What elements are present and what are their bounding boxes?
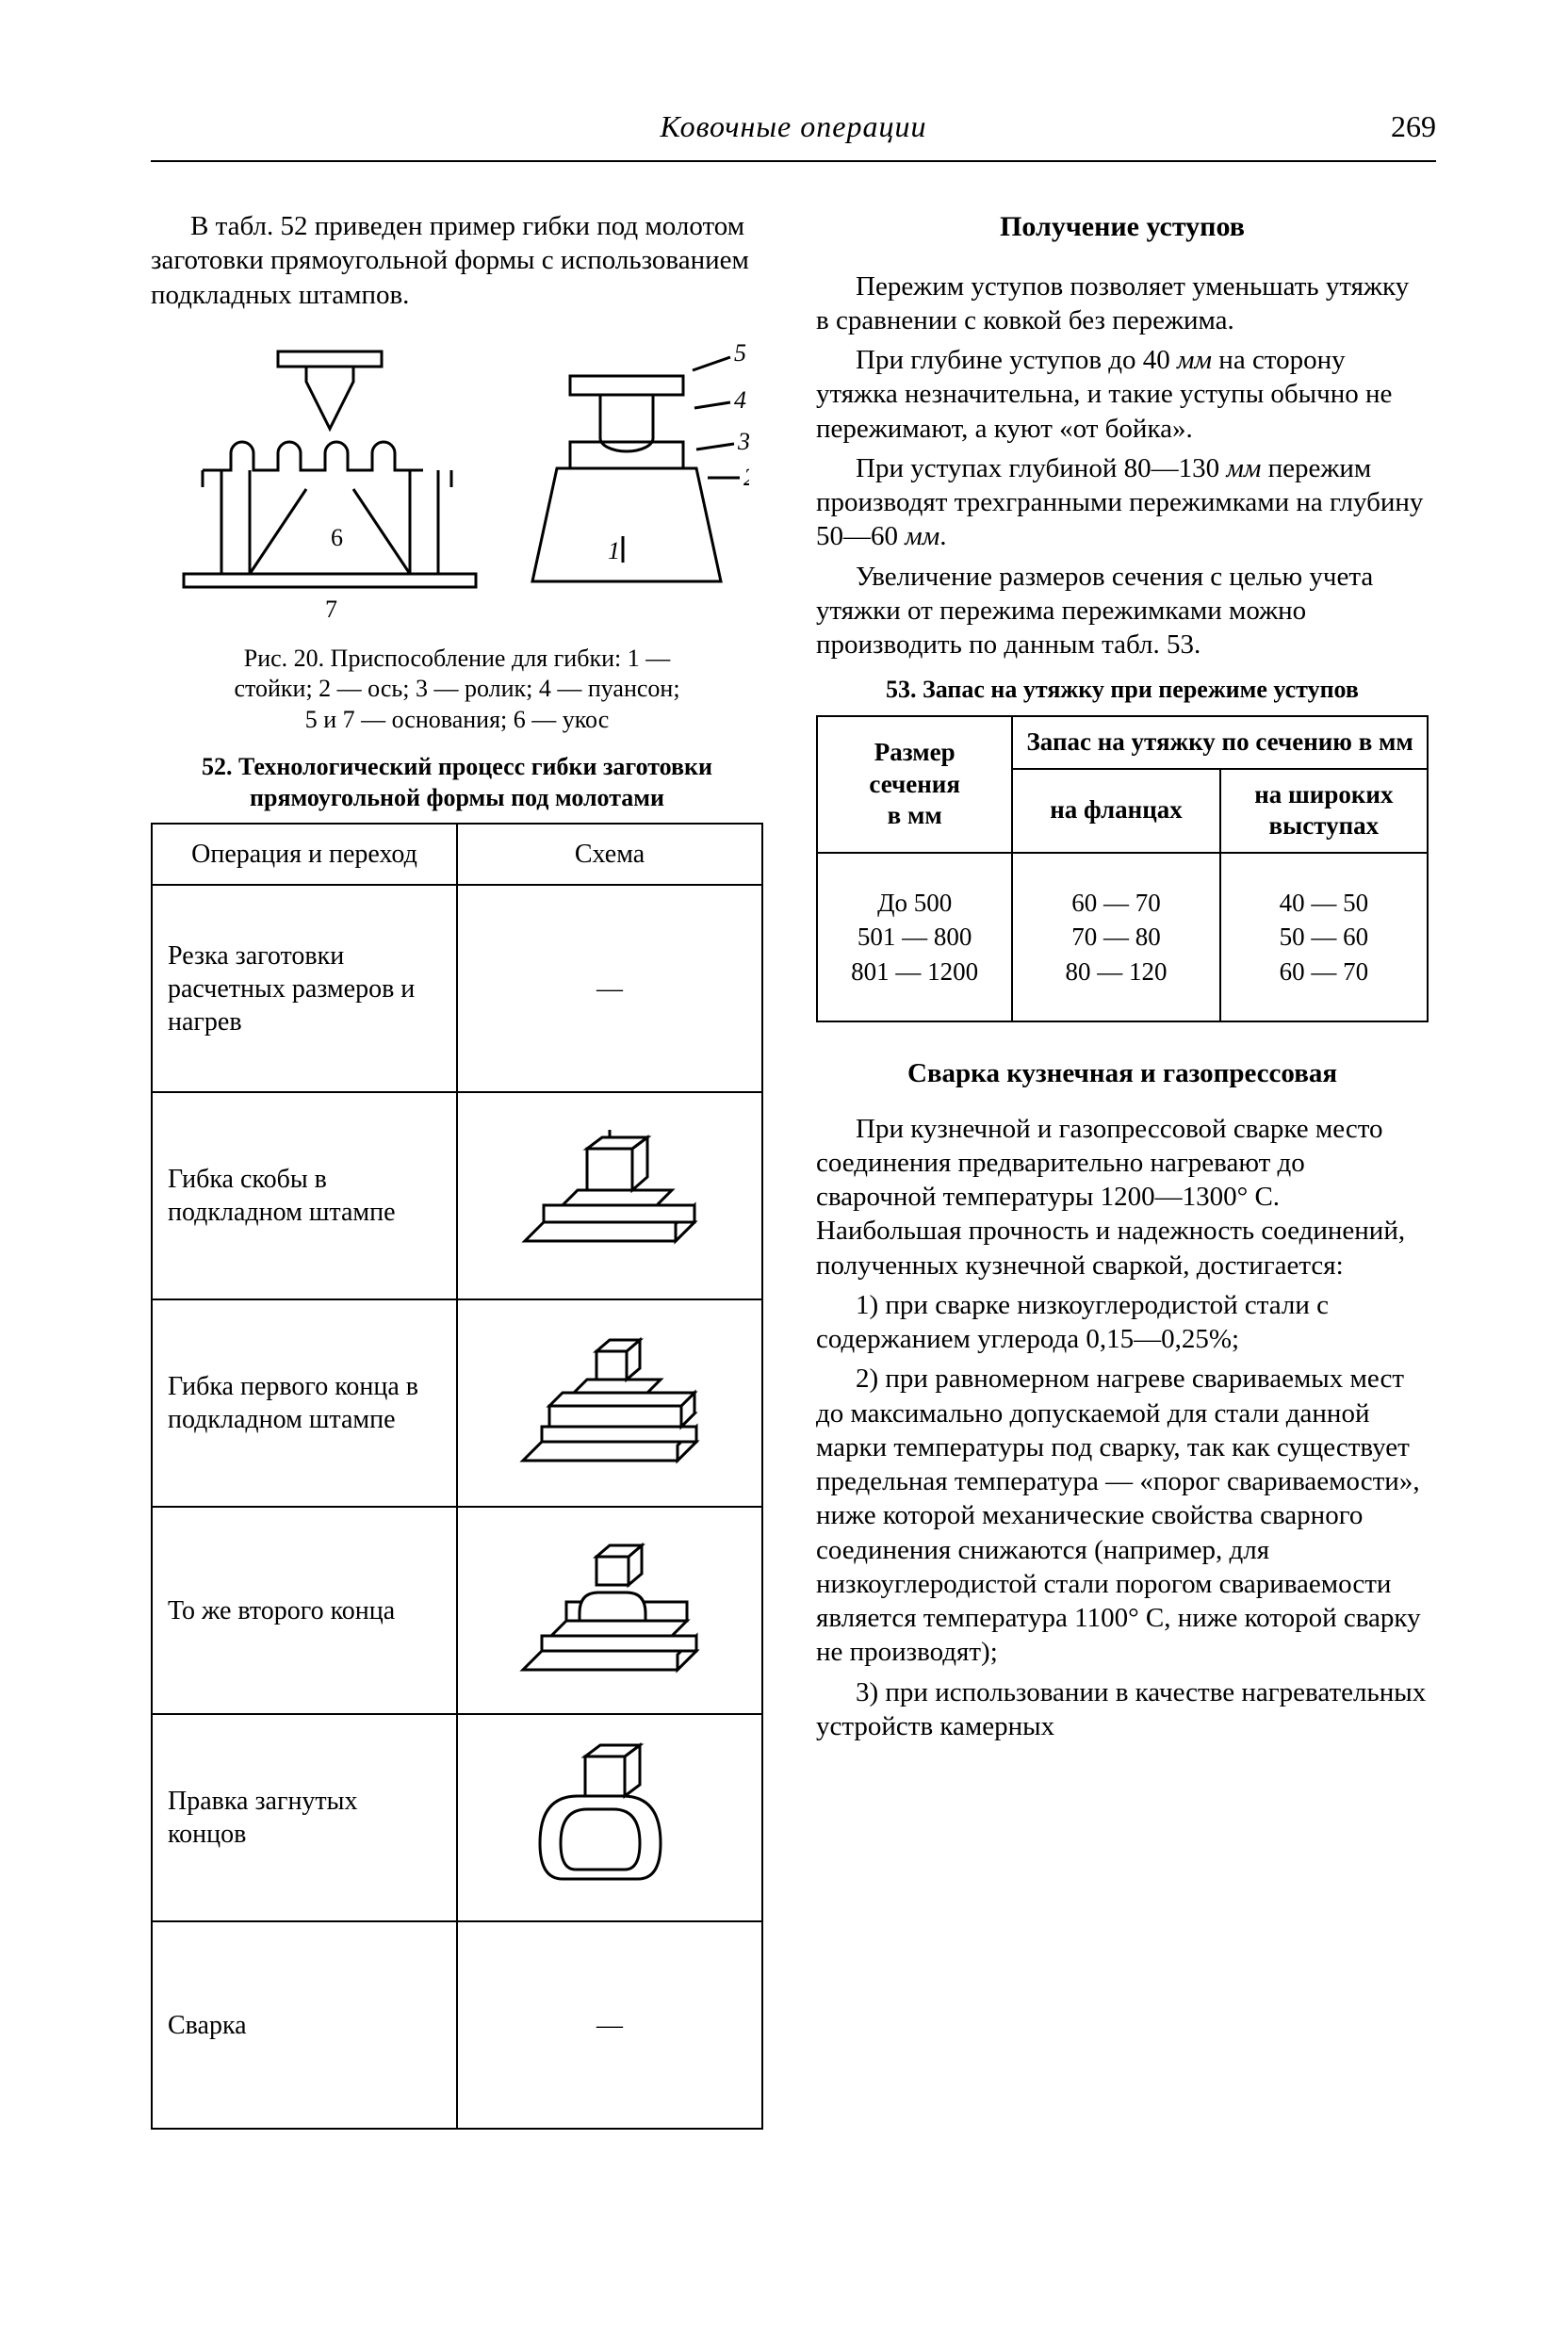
cell: 40 — 50: [1280, 889, 1369, 917]
paragraph: 2) при равномерном нагреве свариваемых м…: [816, 1362, 1429, 1669]
table-row: До 500 501 — 800 801 — 1200 60 — 70 70 —…: [817, 853, 1428, 1021]
table-row: Резка заготовки расчетных размеров и наг…: [152, 885, 762, 1092]
cell: 60 — 70: [1071, 889, 1161, 917]
paragraph: При уступах глубиной 80—130 мм пережим п…: [816, 451, 1429, 554]
left-column: В табл. 52 приведен пример гибки под мол…: [151, 209, 763, 2130]
t52-schema: [457, 1299, 762, 1507]
t53-size-head: Размер сечения в мм: [817, 716, 1012, 853]
t53-wide-head: на широких выступах: [1220, 769, 1428, 854]
columns: В табл. 52 приведен пример гибки под мол…: [151, 209, 1436, 2130]
paragraph: При глубине уступов до 40 мм на сторону …: [816, 343, 1429, 446]
t52-schema-dash: —: [457, 885, 762, 1092]
svg-text:1: 1: [608, 537, 620, 564]
t52-op: Гибка скобы в подкладном штампе: [152, 1092, 457, 1299]
section-heading: Получение уступов: [816, 209, 1429, 245]
svg-text:7: 7: [325, 596, 337, 623]
figure-20: 7 6 5: [151, 329, 763, 630]
right-column: Получение уступов Пережим уступов позвол…: [816, 209, 1429, 2130]
table-row: Размер сечения в мм Запас на утяжку по с…: [817, 716, 1428, 769]
cell: 501 — 800: [858, 923, 972, 951]
text: При уступах глубиной 80—130: [856, 453, 1226, 483]
t52-schema: [457, 1714, 762, 1921]
cell: 50 — 60: [1280, 923, 1369, 951]
t52-col1: Операция и переход: [152, 824, 457, 885]
paragraph: Увеличение размеров сечения с целью учет…: [816, 560, 1429, 662]
figure-20-svg: 7 6 5: [165, 329, 749, 630]
fig-cap-l2: стойки; 2 — ось; 3 — ролик; 4 — пуансон;: [234, 675, 679, 702]
t52-op: Гибка первого конца в подкладном штампе: [152, 1299, 457, 1507]
table-row: То же второго конца: [152, 1507, 762, 1714]
page: Ковочные операции 269 В табл. 52 приведе…: [0, 0, 1568, 2352]
table-row: Гибка скобы в подкладном штампе: [152, 1092, 762, 1299]
table-53: Размер сечения в мм Запас на утяжку по с…: [816, 715, 1429, 1023]
cell: До 500: [877, 889, 952, 917]
t52-op: Резка заготовки расчетных размеров и наг…: [152, 885, 457, 1092]
intro-paragraph: В табл. 52 приведен пример гибки под мол…: [151, 209, 763, 312]
running-head: Ковочные операции 269: [151, 104, 1436, 162]
t53-flanges: 60 — 70 70 — 80 80 — 120: [1012, 853, 1219, 1021]
t52-col2: Схема: [457, 824, 762, 885]
svg-text:5: 5: [734, 339, 746, 367]
table-row: Операция и переход Схема: [152, 824, 762, 885]
unit: мм: [905, 521, 939, 551]
cell: 80 — 120: [1066, 957, 1168, 986]
t52-schema-dash: —: [457, 1921, 762, 2129]
t52-op: Правка загнутых концов: [152, 1714, 457, 1921]
text: При глубине уступов до 40: [856, 345, 1177, 375]
cell: 801 — 1200: [851, 957, 978, 986]
cell: 70 — 80: [1071, 923, 1161, 951]
fig-cap-l3: 5 и 7 — основания; 6 — укос: [305, 706, 610, 733]
t53-size-l3: в мм: [888, 801, 942, 829]
text: .: [939, 521, 946, 551]
table-52: Операция и переход Схема Резка заготовки…: [151, 823, 763, 2130]
paragraph: 3) при использовании в качестве нагреват…: [816, 1675, 1429, 1744]
table-53-caption: 53. Запас на утяжку при пережиме уступов: [816, 675, 1429, 706]
unit: мм: [1226, 453, 1261, 483]
svg-text:3: 3: [737, 428, 749, 455]
t53-fl-head: на фланцах: [1012, 769, 1219, 854]
fig-cap-l1: Рис. 20. Приспособление для гибки: 1 —: [244, 645, 670, 672]
table-row: Гибка первого конца в подкладном штампе: [152, 1299, 762, 1507]
t53-span-head: Запас на утяжку по сечению в мм: [1012, 716, 1428, 769]
unit: мм: [1177, 345, 1212, 375]
schema-icon: [515, 1738, 704, 1898]
t53-size-l2: сечения: [869, 770, 960, 798]
schema-icon: [506, 1130, 713, 1262]
t52-op: Сварка: [152, 1921, 457, 2129]
table-row: Правка загнутых концов: [152, 1714, 762, 1921]
cell: 60 — 70: [1280, 957, 1369, 986]
running-title: Ковочные операции: [151, 109, 1436, 144]
t52-op: То же второго конца: [152, 1507, 457, 1714]
section-heading: Сварка кузнечная и газопрессовая: [816, 1056, 1429, 1090]
schema-icon: [506, 1332, 713, 1474]
page-number: 269: [1391, 109, 1436, 144]
paragraph: 1) при сварке низкоуглеродистой стали с …: [816, 1288, 1429, 1357]
table-row: Сварка —: [152, 1921, 762, 2129]
paragraph: При кузнечной и газопрессовой сварке мес…: [816, 1112, 1429, 1282]
svg-text:4: 4: [734, 386, 746, 414]
t53-wide: 40 — 50 50 — 60 60 — 70: [1220, 853, 1428, 1021]
t53-size-l1: Размер: [874, 738, 956, 766]
paragraph: Пережим уступов позволяет уменьшать утяж…: [816, 270, 1429, 338]
svg-text:6: 6: [331, 524, 343, 551]
t52-schema: [457, 1507, 762, 1714]
figure-20-caption: Рис. 20. Приспособление для гибки: 1 — с…: [151, 644, 763, 736]
svg-text:2: 2: [743, 464, 749, 491]
t52-schema: [457, 1092, 762, 1299]
t53-sizes: До 500 501 — 800 801 — 1200: [817, 853, 1012, 1021]
table-52-caption: 52. Технологический процесс гибки загото…: [151, 752, 763, 813]
schema-icon: [506, 1540, 713, 1681]
